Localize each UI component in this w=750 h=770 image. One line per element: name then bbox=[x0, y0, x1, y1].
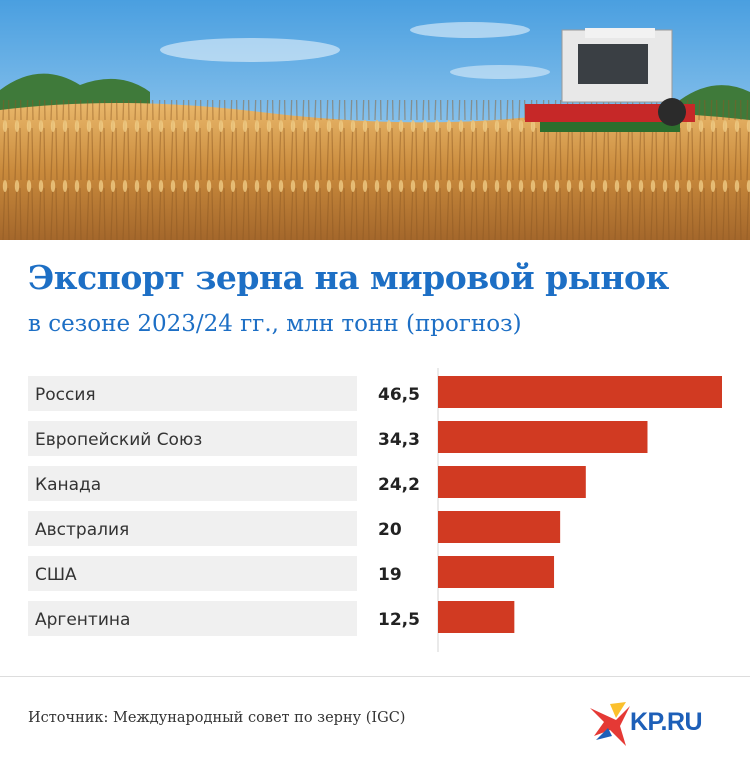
footer-divider bbox=[0, 676, 750, 677]
country-row-bg bbox=[28, 376, 357, 411]
value-label: 20 bbox=[378, 520, 402, 540]
value-label: 12,5 bbox=[378, 610, 420, 630]
value-label: 34,3 bbox=[378, 430, 420, 450]
country-row-bg bbox=[28, 601, 357, 636]
value-label: 24,2 bbox=[378, 475, 420, 495]
hero-wheat-field-image bbox=[0, 0, 750, 240]
bar bbox=[438, 421, 648, 453]
kp-logo-text: KP.RU bbox=[630, 708, 703, 736]
value-label: 46,5 bbox=[378, 385, 420, 405]
country-label: Аргентина bbox=[35, 610, 130, 630]
kp-logo[interactable]: KP.RU bbox=[586, 700, 736, 748]
country-label: США bbox=[35, 565, 77, 585]
country-label: Канада bbox=[35, 475, 101, 495]
country-label: Австралия bbox=[35, 520, 129, 540]
page-subtitle: в сезоне 2023/24 гг., млн тонн (прогноз) bbox=[28, 311, 522, 337]
page-title: Экспорт зерна на мировой рынок bbox=[28, 258, 669, 297]
country-row-bg bbox=[28, 511, 357, 546]
value-label: 19 bbox=[378, 565, 402, 585]
country-label: Европейский Союз bbox=[35, 430, 202, 450]
combine-harvester-icon bbox=[525, 28, 695, 132]
bar bbox=[438, 601, 515, 633]
country-row-bg bbox=[28, 421, 357, 456]
kp-bird-icon bbox=[590, 702, 630, 746]
bar bbox=[438, 466, 586, 498]
source-note: Источник: Международный совет по зерну (… bbox=[28, 710, 406, 726]
bar bbox=[438, 556, 555, 588]
country-row-bg bbox=[28, 556, 357, 591]
export-bar-chart: Россия 46,5 Европейский Союз 34,3 Канада 24,2… bbox=[28, 368, 722, 652]
bar bbox=[438, 376, 722, 408]
bar bbox=[438, 511, 561, 543]
country-row-bg bbox=[28, 466, 357, 501]
country-label: Россия bbox=[35, 385, 96, 405]
